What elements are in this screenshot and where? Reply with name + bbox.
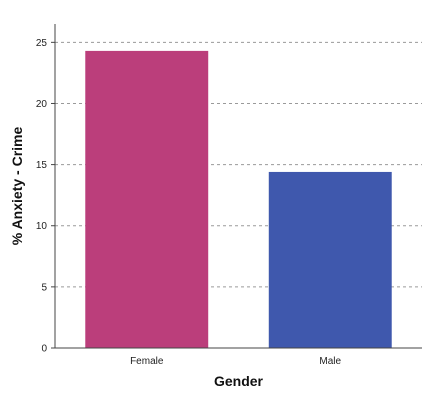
y-tick-label: 5 [41, 282, 47, 293]
x-axis-title: Gender [214, 373, 264, 389]
y-axis-ticks: 0 5 10 15 20 25 [36, 38, 55, 355]
y-tick-label: 0 [41, 344, 47, 355]
y-tick-label: 10 [36, 221, 48, 232]
y-tick-label: 25 [36, 38, 48, 49]
y-tick-label: 15 [36, 160, 48, 171]
x-axis-ticks: Female Male [130, 356, 341, 367]
y-tick-label: 20 [36, 99, 48, 110]
bar-female [85, 50, 209, 349]
bars [85, 50, 392, 349]
y-axis-title: % Anxiety - Crime [9, 127, 25, 246]
x-tick-label: Female [130, 356, 164, 367]
bar-male [268, 171, 392, 348]
x-tick-label: Male [319, 356, 341, 367]
